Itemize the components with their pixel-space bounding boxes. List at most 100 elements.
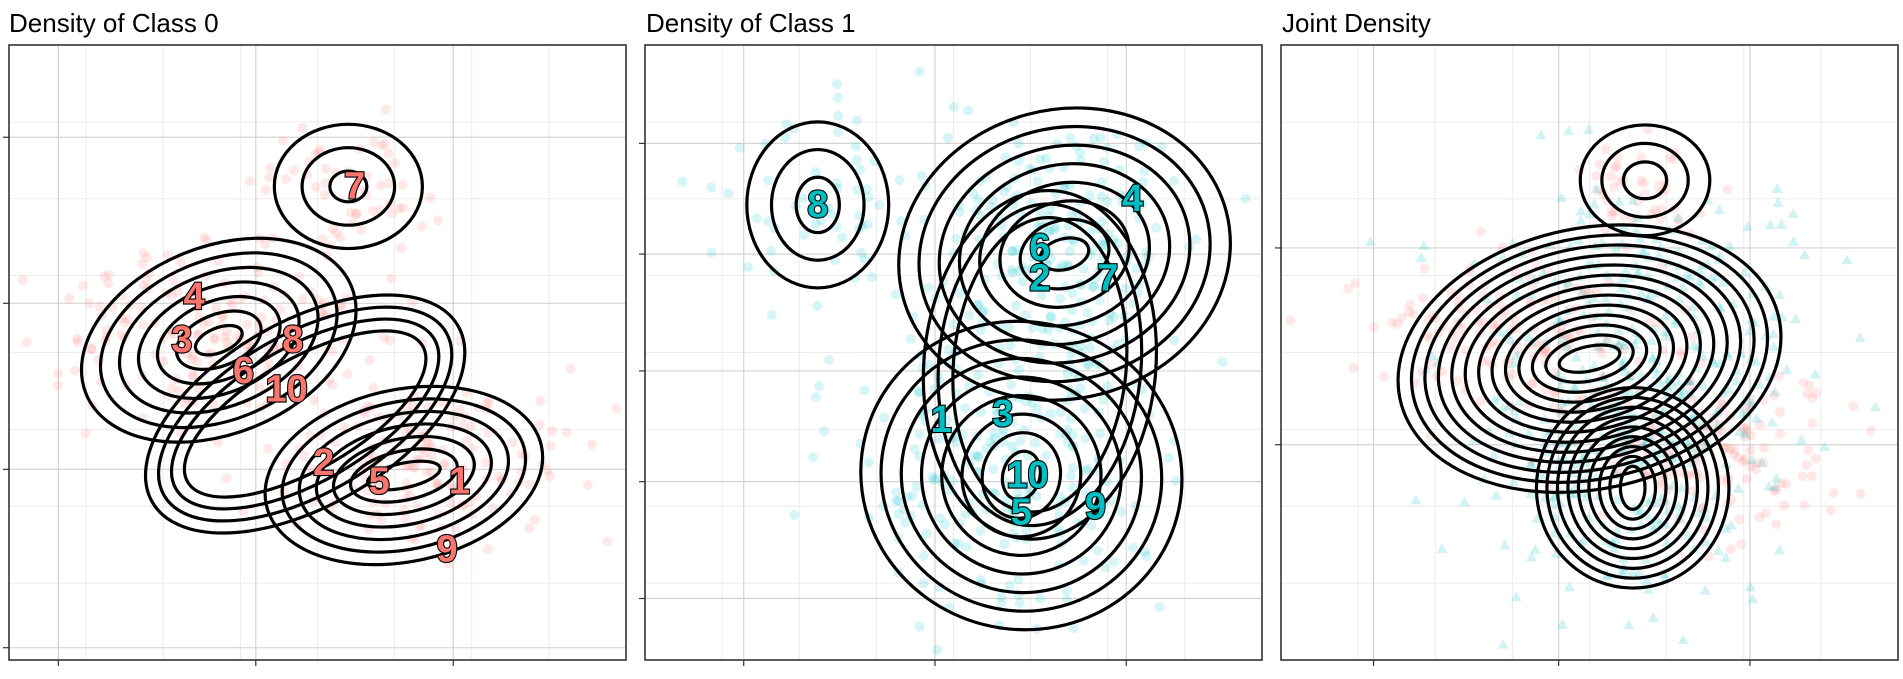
data-point [819,426,830,437]
data-point [1611,161,1622,172]
data-point [948,101,959,112]
data-point [1797,471,1808,482]
data-point [954,206,965,217]
data-point [951,233,962,244]
data-point-triangle [1775,218,1787,229]
data-point-triangle [1724,240,1736,251]
data-point [169,276,180,287]
data-point [1012,487,1023,498]
data-point-triangle [1774,289,1786,300]
contour-line [1545,395,1721,580]
data-point [1636,175,1647,186]
data-point [103,269,114,280]
data-point [918,550,929,561]
data-point [814,381,825,392]
data-point [211,303,222,314]
data-point [931,473,942,484]
data-point [743,262,754,273]
data-point [220,332,231,343]
contour-line [348,447,459,504]
data-point [1086,520,1097,531]
data-point [1801,459,1812,470]
data-point [1405,299,1416,310]
data-point [78,280,89,291]
data-point-triangle [1575,205,1587,216]
data-point-triangle [1481,293,1493,304]
data-point [969,450,980,461]
data-point [1022,482,1033,493]
data-point-triangle [1536,469,1548,480]
data-point [1108,311,1119,322]
data-point [400,513,411,524]
data-point [507,437,518,448]
data-point-triangle [1634,456,1646,467]
data-point-triangle [1676,482,1688,493]
data-point [928,475,939,486]
data-point-triangle [1693,275,1705,286]
data-point [1600,144,1611,155]
data-point [1080,465,1091,476]
data-point [1675,350,1686,361]
data-point [1609,162,1620,173]
data-point-triangle [1768,341,1780,352]
data-point [1088,133,1099,144]
data-point [1825,505,1836,516]
density-contours [1396,123,1783,590]
data-point [376,140,387,151]
data-point-triangle [1673,376,1685,387]
data-point [166,290,177,301]
data-point [1425,359,1436,370]
data-point [996,597,1007,608]
data-point [394,203,405,214]
data-point [999,539,1010,550]
data-point-triangle [1410,494,1422,505]
data-point [1022,264,1033,275]
data-point-triangle [1687,409,1699,420]
data-point [1014,598,1025,609]
contour-label: 10 [266,368,308,410]
data-point [896,215,907,226]
data-point [1740,454,1751,465]
data-point [1606,206,1617,217]
data-point-triangle [1769,386,1781,397]
data-point [824,354,835,365]
data-point-triangle [1569,382,1581,393]
data-point [167,329,178,340]
data-point [1768,390,1779,401]
data-point [948,319,959,330]
data-point [1810,453,1821,464]
data-point [221,473,232,484]
data-point [1592,285,1603,296]
data-point [862,219,873,230]
data-point [1163,452,1174,463]
data-point-triangle [1458,496,1470,507]
data-point-triangle [1603,305,1615,316]
data-point [1803,445,1814,456]
contour-label: 6 [1029,227,1050,269]
data-point [1067,288,1078,299]
data-point [706,182,717,193]
data-point [1042,247,1053,258]
data-point-triangle [1415,251,1427,262]
data-point [1068,623,1079,634]
data-point [183,334,194,345]
data-point [1007,267,1018,278]
data-point [1061,585,1072,596]
data-point [1075,383,1086,394]
data-point [975,325,986,336]
density-contours [745,106,1232,632]
contour-line [1597,444,1668,531]
data-point [734,142,745,153]
data-point-triangle [1713,204,1725,215]
data-point [461,435,472,446]
data-point-triangle [1501,328,1513,339]
data-point [1004,340,1015,351]
data-point-triangle [1688,339,1700,350]
data-point-triangle [1613,195,1625,206]
data-point [1169,176,1180,187]
data-point-triangle [1537,267,1549,278]
data-point-triangle [1637,246,1649,257]
data-point [893,509,904,520]
data-point [1050,222,1061,233]
data-point [80,428,91,439]
